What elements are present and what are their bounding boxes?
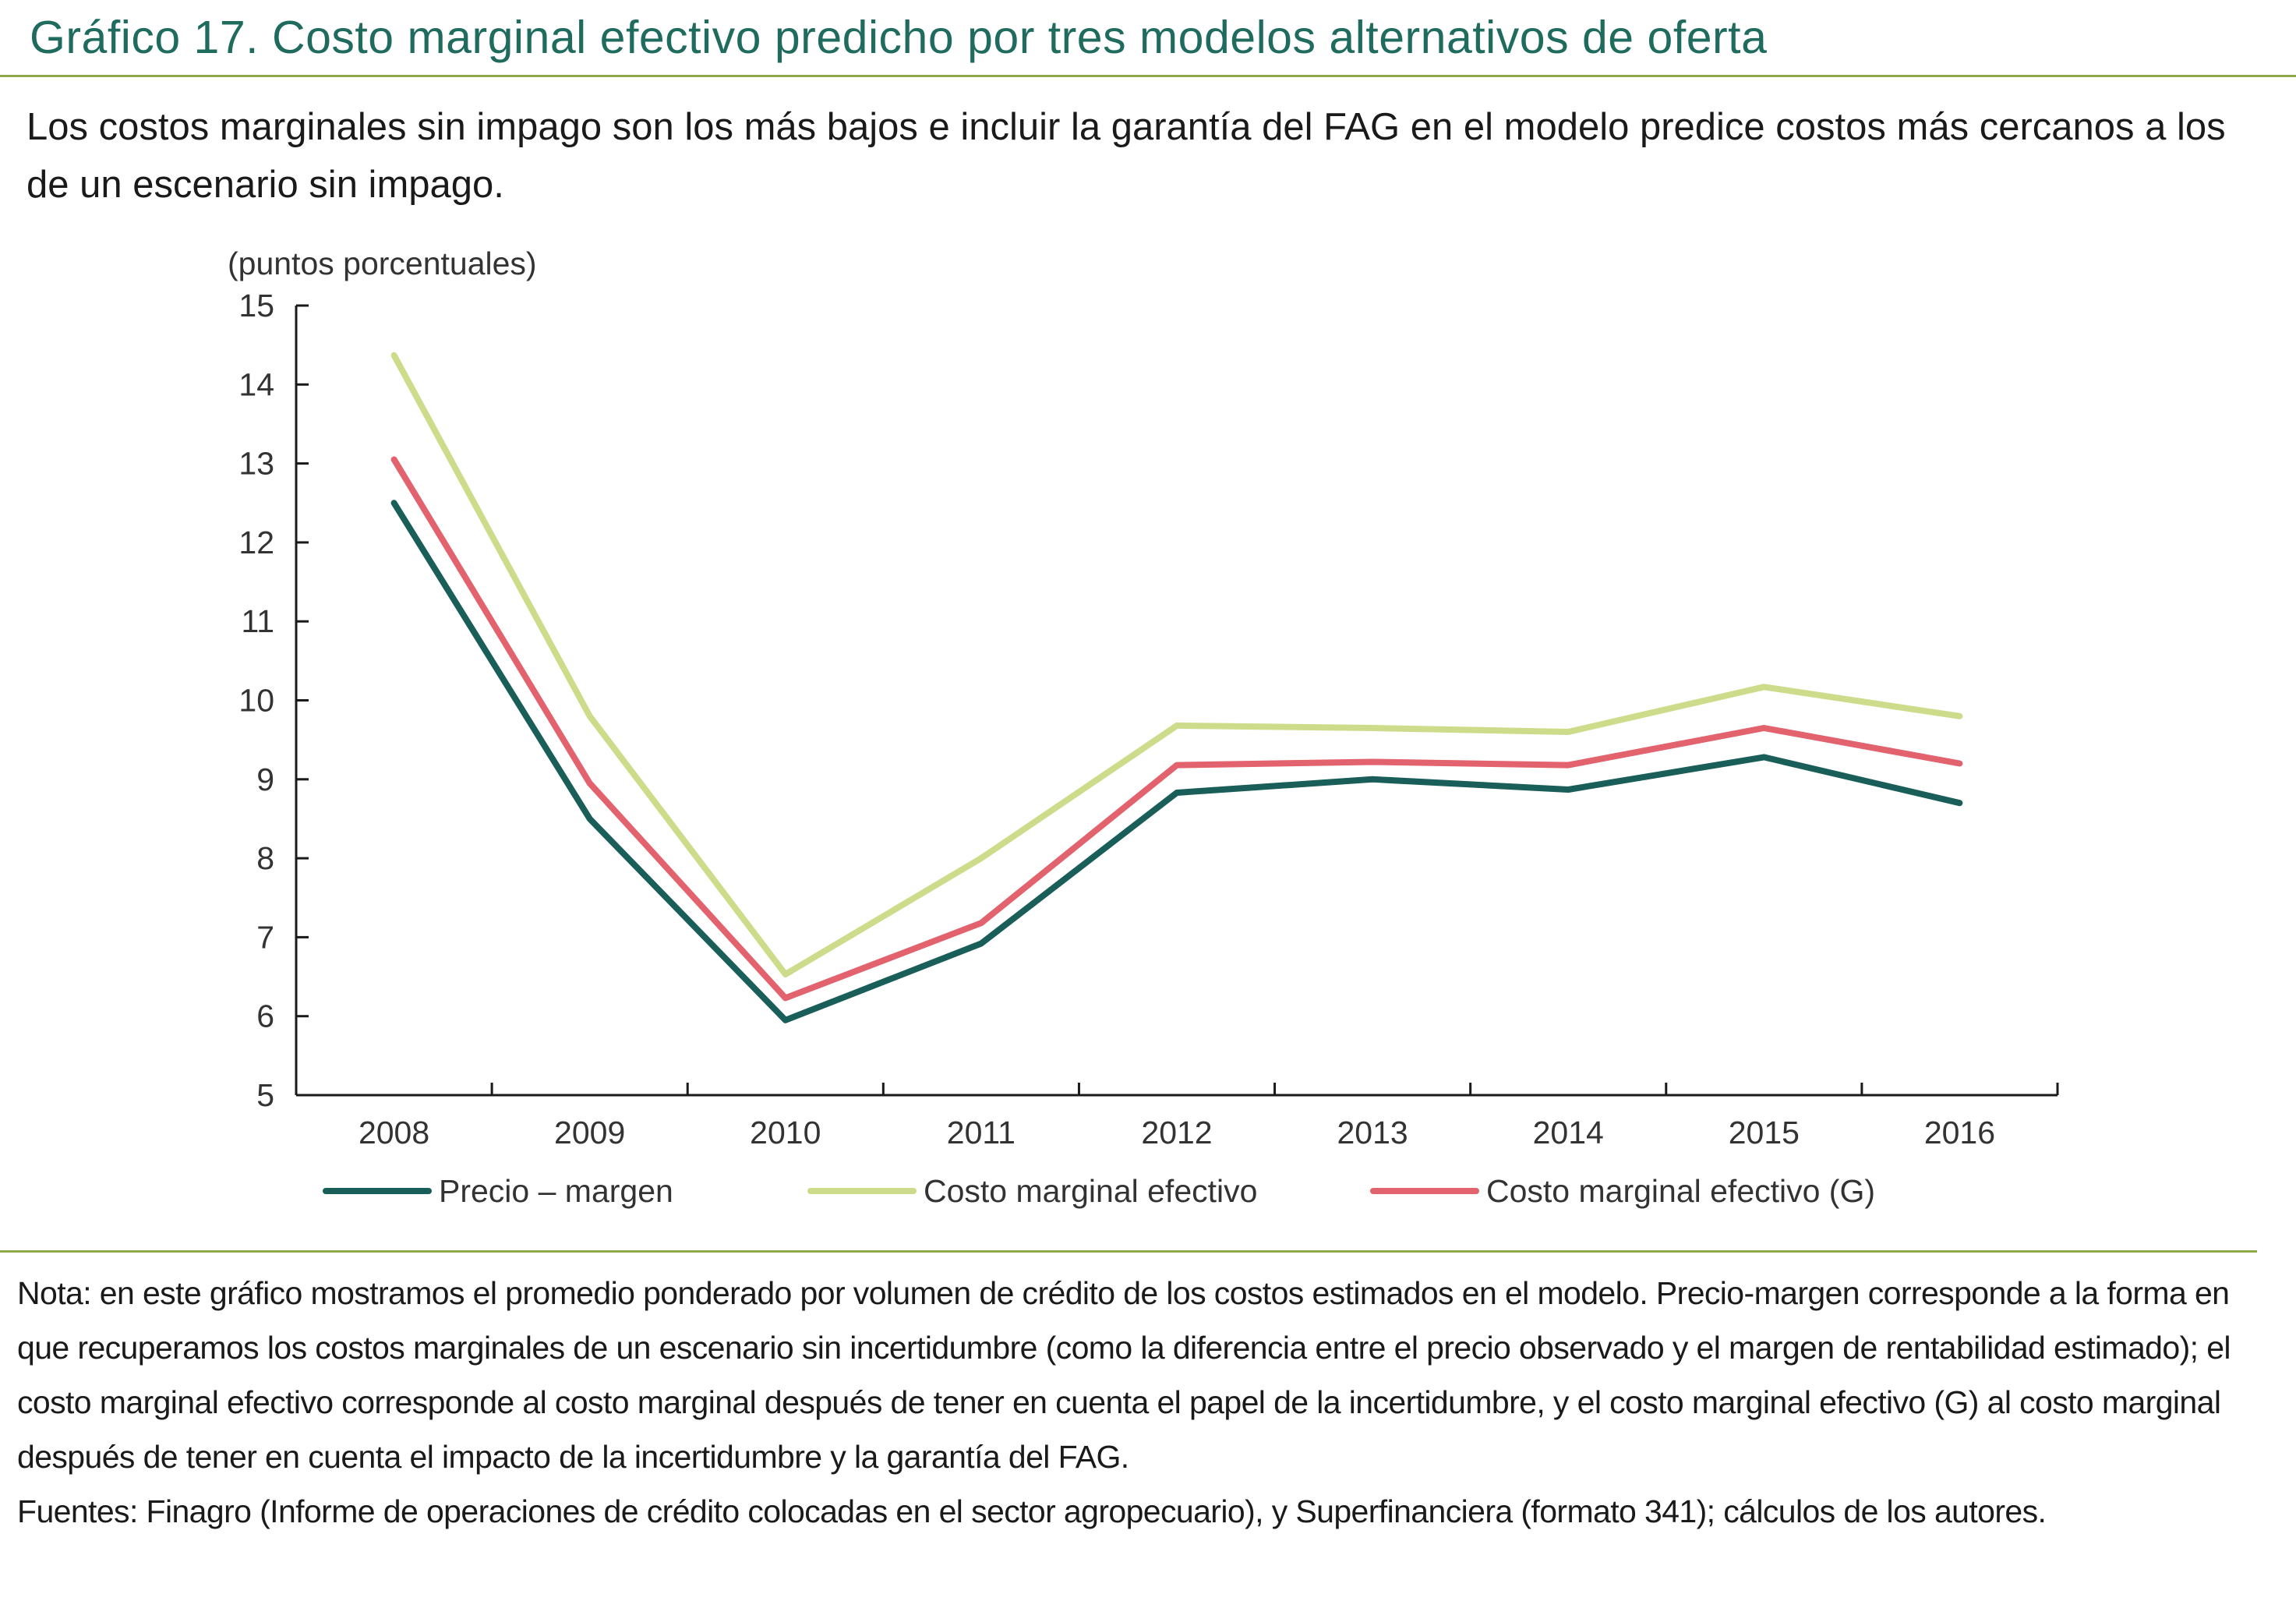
x-tick-label: 2011 — [947, 1115, 1016, 1150]
chart-series-layer — [390, 352, 1963, 1023]
x-tick-label: 2013 — [1337, 1115, 1408, 1150]
chart-notes: Nota: en este gráfico mostramos el prome… — [17, 1266, 2277, 1539]
series-line-costo-marginal-efectivo — [390, 352, 1963, 977]
note-text: Nota: en este gráfico mostramos el prome… — [17, 1275, 2231, 1475]
y-tick-label: 7 — [256, 919, 274, 955]
x-tick-label: 2014 — [1533, 1115, 1604, 1150]
chart-subtitle: Los costos marginales sin impago son los… — [26, 106, 2226, 206]
chart-legend: Precio – margen Costo marginal efectivo Co… — [323, 1173, 1875, 1209]
notes-divider — [0, 1250, 2257, 1253]
sources-text: Fuentes: Finagro (Informe de operaciones… — [17, 1493, 2047, 1529]
legend-label-costo-marginal-efectivo-g: Costo marginal efectivo (G) — [1486, 1173, 1875, 1209]
legend-label-precio-margen: Precio – margen — [439, 1173, 673, 1209]
y-axis-unit-label: (puntos porcentuales) — [228, 246, 537, 281]
y-tick-label: 10 — [238, 683, 274, 719]
series-line-precio-margen — [390, 500, 1963, 1023]
x-tick-label: 2015 — [1729, 1115, 1800, 1150]
x-tick-label: 2016 — [1924, 1115, 1995, 1150]
y-tick-label: 5 — [256, 1077, 274, 1113]
chart-title: Gráfico 17. Costo marginal efectivo pred… — [30, 12, 1768, 63]
legend-label-costo-marginal-efectivo: Costo marginal efectivo — [924, 1173, 1257, 1209]
y-tick-label: 12 — [238, 525, 274, 560]
x-tick-label: 2008 — [359, 1115, 429, 1150]
y-tick-label: 6 — [256, 998, 274, 1034]
line-chart: 5 6 7 8 9 10 11 12 13 14 15 2008 2009 2010 2011 2012 201… — [238, 288, 2059, 1209]
y-tick-label: 13 — [238, 446, 274, 482]
x-tick-label: 2012 — [1141, 1115, 1212, 1150]
chart-axes: 5 6 7 8 9 10 11 12 13 14 15 2008 2009 2010 2011 2012 201… — [238, 288, 2059, 1150]
x-tick-label: 2010 — [750, 1115, 821, 1150]
title-divider — [0, 75, 2296, 77]
y-tick-label: 11 — [241, 603, 274, 639]
y-tick-label: 14 — [238, 366, 274, 402]
y-tick-label: 9 — [256, 762, 274, 797]
x-tick-label: 2009 — [554, 1115, 625, 1150]
y-tick-label: 8 — [256, 840, 274, 876]
y-tick-label: 15 — [238, 288, 274, 323]
